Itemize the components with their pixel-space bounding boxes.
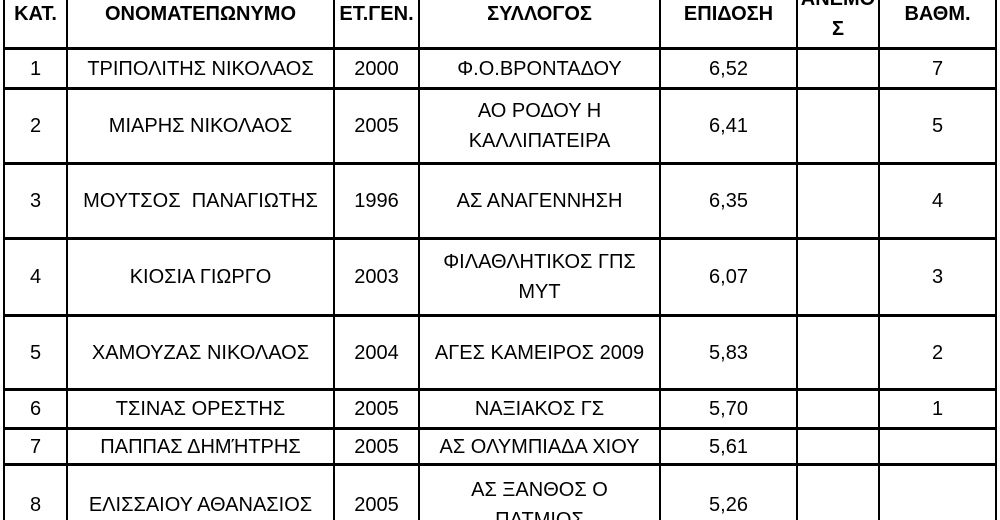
col-header-performance: ΕΠΙΔΟΣΗ bbox=[659, 0, 798, 50]
wind-cell bbox=[796, 162, 880, 240]
wind-cell bbox=[796, 87, 880, 165]
name-cell: ΜΟΥΤΣΟΣ ΠΑΝΑΓΙΩΤΗΣ bbox=[66, 162, 335, 240]
year-cell: 2005 bbox=[333, 87, 420, 165]
points-cell: 7 bbox=[878, 47, 997, 90]
club-cell: ΦΙΛΑΘΛΗΤΙΚΟΣ ΓΠΣ ΜΥΤ bbox=[418, 237, 661, 317]
table-row: 3 ΜΟΥΤΣΟΣ ΠΑΝΑΓΙΩΤΗΣ 1996 ΑΣ ΑΝΑΓΕΝΝΗΣΗ … bbox=[3, 162, 997, 240]
points-cell bbox=[878, 463, 997, 520]
wind-cell bbox=[796, 427, 880, 466]
col-header-name: ΟΝΟΜΑΤΕΠΩΝΥΜΟ bbox=[66, 0, 335, 50]
points-cell bbox=[878, 427, 997, 466]
performance-cell: 6,07 bbox=[659, 237, 798, 317]
performance-cell: 6,52 bbox=[659, 47, 798, 90]
table-row: 2 ΜΙΑΡΗΣ ΝΙΚΟΛΑΟΣ 2005 ΑΟ ΡΟΔΟΥ Η ΚΑΛΛΙΠ… bbox=[3, 87, 997, 165]
rank-cell: 4 bbox=[3, 237, 68, 317]
points-cell: 5 bbox=[878, 87, 997, 165]
wind-cell bbox=[796, 47, 880, 90]
club-cell: ΑΓΕΣ ΚΑΜΕΙΡΟΣ 2009 bbox=[418, 314, 661, 391]
table-row: 7 ΠΑΠΠΑΣ ΔΗΜΉΤΡΗΣ 2005 ΑΣ ΟΛΥΜΠΙΑΔΑ ΧΙΟΥ… bbox=[3, 427, 997, 466]
rank-cell: 6 bbox=[3, 388, 68, 430]
performance-cell: 5,61 bbox=[659, 427, 798, 466]
points-cell: 2 bbox=[878, 314, 997, 391]
wind-cell bbox=[796, 388, 880, 430]
points-cell: 3 bbox=[878, 237, 997, 317]
table-row: 1 ΤΡΙΠΟΛΙΤΗΣ ΝΙΚΟΛΑΟΣ 2000 Φ.Ο.ΒΡΟΝΤΑΔΟΥ… bbox=[3, 47, 997, 90]
name-cell: ΚΙΟΣΙΑ ΓΙΩΡΓΟ bbox=[66, 237, 335, 317]
rank-cell: 3 bbox=[3, 162, 68, 240]
rank-cell: 5 bbox=[3, 314, 68, 391]
club-cell: ΑΣ ΟΛΥΜΠΙΑΔΑ ΧΙΟΥ bbox=[418, 427, 661, 466]
table-row: 6 ΤΣΙΝΑΣ ΟΡΕΣΤΗΣ 2005 ΝΑΞΙΑΚΟΣ ΓΣ 5,70 1 bbox=[3, 388, 997, 430]
wind-cell bbox=[796, 237, 880, 317]
name-cell: ΤΡΙΠΟΛΙΤΗΣ ΝΙΚΟΛΑΟΣ bbox=[66, 47, 335, 90]
rank-cell: 7 bbox=[3, 427, 68, 466]
table-header-row: ΚΑΤ. ΟΝΟΜΑΤΕΠΩΝΥΜΟ ΕΤ.ΓΕΝ. ΣΥΛΛΟΓΟΣ ΕΠΙΔ… bbox=[3, 0, 997, 50]
year-cell: 1996 bbox=[333, 162, 420, 240]
name-cell: ΜΙΑΡΗΣ ΝΙΚΟΛΑΟΣ bbox=[66, 87, 335, 165]
col-header-year: ΕΤ.ΓΕΝ. bbox=[333, 0, 420, 50]
wind-cell bbox=[796, 314, 880, 391]
club-cell: ΑΟ ΡΟΔΟΥ Η ΚΑΛΛΙΠΑΤΕΙΡΑ bbox=[418, 87, 661, 165]
points-cell: 4 bbox=[878, 162, 997, 240]
year-cell: 2000 bbox=[333, 47, 420, 90]
rank-cell: 1 bbox=[3, 47, 68, 90]
name-cell: ΕΛΙΣΣΑΙΟΥ ΑΘΑΝΑΣΙΟΣ bbox=[66, 463, 335, 520]
performance-cell: 5,70 bbox=[659, 388, 798, 430]
name-cell: ΠΑΠΠΑΣ ΔΗΜΉΤΡΗΣ bbox=[66, 427, 335, 466]
club-cell: Φ.Ο.ΒΡΟΝΤΑΔΟΥ bbox=[418, 47, 661, 90]
year-cell: 2005 bbox=[333, 463, 420, 520]
rank-cell: 2 bbox=[3, 87, 68, 165]
performance-cell: 6,35 bbox=[659, 162, 798, 240]
results-table: ΚΑΤ. ΟΝΟΜΑΤΕΠΩΝΥΜΟ ΕΤ.ΓΕΝ. ΣΥΛΛΟΓΟΣ ΕΠΙΔ… bbox=[3, 0, 997, 520]
points-cell: 1 bbox=[878, 388, 997, 430]
year-cell: 2004 bbox=[333, 314, 420, 391]
col-header-wind: ΑΝΕΜΟ Σ bbox=[796, 0, 880, 50]
club-cell: ΑΣ ΑΝΑΓΕΝΝΗΣΗ bbox=[418, 162, 661, 240]
wind-cell bbox=[796, 463, 880, 520]
name-cell: ΧΑΜΟΥΖΑΣ ΝΙΚΟΛΑΟΣ bbox=[66, 314, 335, 391]
year-cell: 2005 bbox=[333, 388, 420, 430]
club-cell: ΑΣ ΞΑΝΘΟΣ Ο ΠΑΤΜΙΟΣ bbox=[418, 463, 661, 520]
rank-cell: 8 bbox=[3, 463, 68, 520]
performance-cell: 6,41 bbox=[659, 87, 798, 165]
year-cell: 2003 bbox=[333, 237, 420, 317]
performance-cell: 5,26 bbox=[659, 463, 798, 520]
performance-cell: 5,83 bbox=[659, 314, 798, 391]
year-cell: 2005 bbox=[333, 427, 420, 466]
col-header-club: ΣΥΛΛΟΓΟΣ bbox=[418, 0, 661, 50]
col-header-rank: ΚΑΤ. bbox=[3, 0, 68, 50]
table-row: 8 ΕΛΙΣΣΑΙΟΥ ΑΘΑΝΑΣΙΟΣ 2005 ΑΣ ΞΑΝΘΟΣ Ο Π… bbox=[3, 463, 997, 520]
table-row: 4 ΚΙΟΣΙΑ ΓΙΩΡΓΟ 2003 ΦΙΛΑΘΛΗΤΙΚΟΣ ΓΠΣ ΜΥ… bbox=[3, 237, 997, 317]
table-row: 5 ΧΑΜΟΥΖΑΣ ΝΙΚΟΛΑΟΣ 2004 ΑΓΕΣ ΚΑΜΕΙΡΟΣ 2… bbox=[3, 314, 997, 391]
name-cell: ΤΣΙΝΑΣ ΟΡΕΣΤΗΣ bbox=[66, 388, 335, 430]
club-cell: ΝΑΞΙΑΚΟΣ ΓΣ bbox=[418, 388, 661, 430]
col-header-points: ΒΑΘΜ. bbox=[878, 0, 997, 50]
